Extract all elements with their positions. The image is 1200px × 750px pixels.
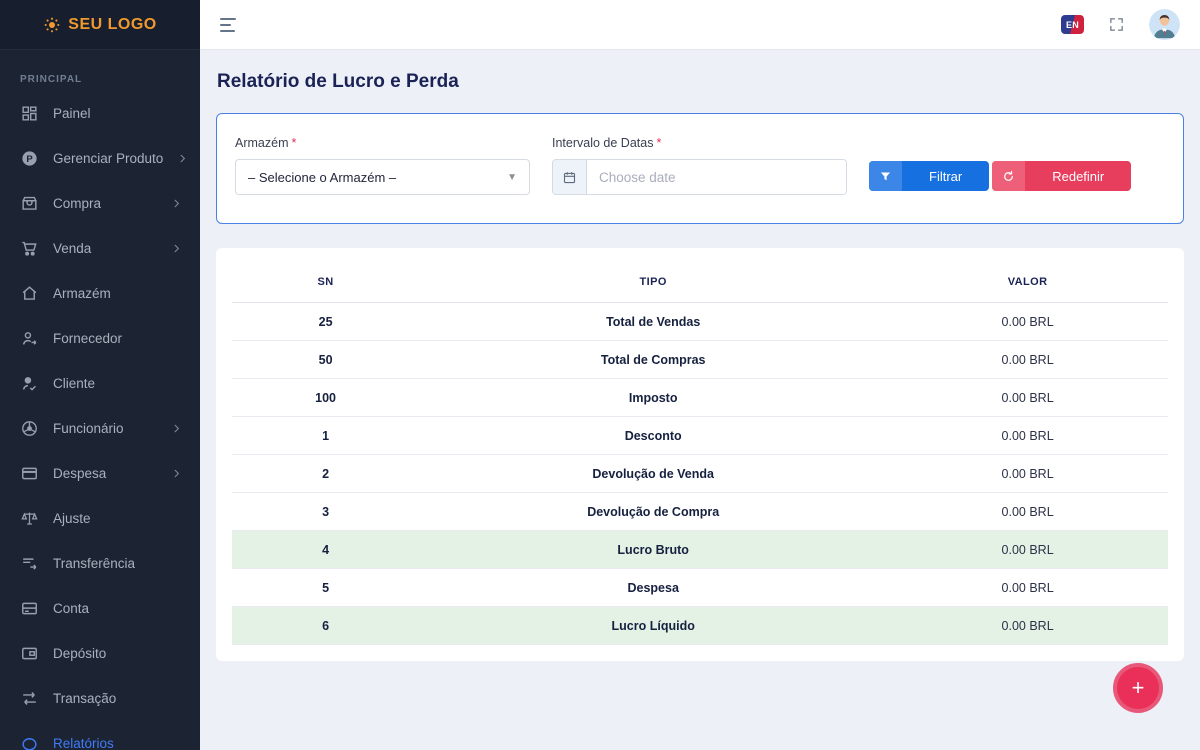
table-row: 25 Total de Vendas 0.00 BRL bbox=[232, 302, 1168, 341]
sidebar-item-deposito[interactable]: Depósito bbox=[0, 631, 200, 676]
filter-button[interactable]: Filtrar bbox=[869, 161, 990, 191]
table-row: 3 Devolução de Compra 0.00 BRL bbox=[232, 492, 1168, 531]
chevron-down-icon: ▼ bbox=[507, 171, 517, 183]
funnel-icon bbox=[869, 161, 902, 191]
chevron-right-icon bbox=[171, 198, 182, 209]
product-icon: P bbox=[20, 149, 39, 168]
page-title: Relatório de Lucro e Perda bbox=[217, 71, 459, 92]
table-header-row: SN TIPO VALOR bbox=[232, 264, 1168, 303]
required-marker: * bbox=[291, 136, 297, 150]
table-row: 50 Total de Compras 0.00 BRL bbox=[232, 340, 1168, 379]
warehouse-group: Armazém * – Selecione o Armazém – ▼ bbox=[235, 136, 530, 195]
filter-actions: Filtrar Redefinir bbox=[869, 161, 1132, 191]
logo[interactable]: SEU LOGO bbox=[0, 0, 200, 50]
dashboard-icon bbox=[20, 104, 39, 123]
required-marker: * bbox=[656, 136, 662, 150]
purchase-icon bbox=[20, 194, 39, 213]
chevron-right-icon bbox=[177, 153, 188, 164]
warehouse-select[interactable]: – Selecione o Armazém – ▼ bbox=[235, 159, 530, 195]
filter-panel: Armazém * – Selecione o Armazém – ▼ Inter… bbox=[216, 113, 1184, 224]
topbar-right: EN bbox=[1061, 9, 1180, 40]
report-icon bbox=[20, 734, 39, 750]
expense-icon bbox=[20, 464, 39, 483]
col-header-sn: SN bbox=[232, 264, 420, 303]
main-area: EN Relatório de Lucro e Perda Armazém * bbox=[200, 0, 1200, 750]
date-range-label: Intervalo de Datas * bbox=[552, 136, 662, 150]
sidebar-item-compra[interactable]: Compra bbox=[0, 181, 200, 226]
date-range-group: Intervalo de Datas * bbox=[552, 136, 847, 195]
warehouse-select-value: – Selecione o Armazém – bbox=[248, 169, 397, 185]
add-button[interactable]: + bbox=[1113, 663, 1163, 713]
svg-text:P: P bbox=[26, 154, 33, 165]
logo-sun-icon bbox=[43, 16, 61, 34]
transfer-icon bbox=[20, 554, 39, 573]
calendar-icon bbox=[553, 160, 587, 194]
date-range-picker[interactable] bbox=[552, 159, 847, 195]
table-row: 1 Desconto 0.00 BRL bbox=[232, 416, 1168, 455]
fullscreen-icon[interactable] bbox=[1108, 16, 1125, 33]
account-icon bbox=[20, 599, 39, 618]
col-header-valor: VALOR bbox=[887, 264, 1168, 303]
chevron-right-icon bbox=[171, 423, 182, 434]
table-row: 6 Lucro Líquido 0.00 BRL bbox=[232, 606, 1168, 645]
sidebar-item-ajuste[interactable]: Ajuste bbox=[0, 496, 200, 541]
topbar: EN bbox=[200, 0, 1200, 50]
page-content: Relatório de Lucro e Perda Armazém * – Se… bbox=[200, 50, 1200, 750]
language-badge[interactable]: EN bbox=[1061, 15, 1084, 34]
adjustment-icon bbox=[20, 509, 39, 528]
sidebar-item-funcionario[interactable]: Funcionário bbox=[0, 406, 200, 451]
warehouse-label: Armazém * bbox=[235, 136, 297, 150]
table-row: 100 Imposto 0.00 BRL bbox=[232, 378, 1168, 417]
supplier-icon bbox=[20, 329, 39, 348]
refresh-icon bbox=[992, 161, 1026, 191]
employee-icon bbox=[20, 419, 39, 438]
sidebar-item-gerenciar-produto[interactable]: P Gerenciar Produto bbox=[0, 136, 200, 181]
table-row: 2 Devolução de Venda 0.00 BRL bbox=[232, 454, 1168, 493]
sidebar: SEU LOGO PRINCIPAL Painel P Gerenciar Pr… bbox=[0, 0, 200, 750]
avatar[interactable] bbox=[1149, 9, 1180, 40]
transaction-icon bbox=[20, 689, 39, 708]
sidebar-item-transacao[interactable]: Transação bbox=[0, 676, 200, 721]
sidebar-menu: Painel P Gerenciar Produto Compra Venda … bbox=[0, 91, 200, 750]
chevron-right-icon bbox=[171, 243, 182, 254]
report-table: SN TIPO VALOR 25 Total de Vendas 0.00 BR… bbox=[232, 264, 1168, 645]
report-table-card: SN TIPO VALOR 25 Total de Vendas 0.00 BR… bbox=[216, 248, 1184, 661]
warehouse-icon bbox=[20, 284, 39, 303]
sidebar-item-armazem[interactable]: Armazém bbox=[0, 271, 200, 316]
sidebar-item-relatorios[interactable]: Relatórios bbox=[0, 721, 200, 750]
sidebar-item-painel[interactable]: Painel bbox=[0, 91, 200, 136]
customer-icon bbox=[20, 374, 39, 393]
col-header-tipo: TIPO bbox=[419, 264, 888, 303]
table-row: 5 Despesa 0.00 BRL bbox=[232, 568, 1168, 607]
menu-toggle-icon[interactable] bbox=[220, 17, 240, 32]
deposit-icon bbox=[20, 644, 39, 663]
date-range-input[interactable] bbox=[587, 160, 846, 194]
sidebar-item-despesa[interactable]: Despesa bbox=[0, 451, 200, 496]
table-body: 25 Total de Vendas 0.00 BRL 50 Total de … bbox=[232, 302, 1168, 645]
reset-button[interactable]: Redefinir bbox=[992, 161, 1132, 191]
logo-text: SEU LOGO bbox=[68, 15, 157, 33]
sidebar-item-fornecedor[interactable]: Fornecedor bbox=[0, 316, 200, 361]
sidebar-item-conta[interactable]: Conta bbox=[0, 586, 200, 631]
sidebar-item-venda[interactable]: Venda bbox=[0, 226, 200, 271]
sidebar-item-cliente[interactable]: Cliente bbox=[0, 361, 200, 406]
plus-icon: + bbox=[1131, 675, 1145, 700]
table-row: 4 Lucro Bruto 0.00 BRL bbox=[232, 530, 1168, 569]
cart-icon bbox=[20, 239, 39, 258]
chevron-right-icon bbox=[171, 468, 182, 479]
sidebar-item-transferencia[interactable]: Transferência bbox=[0, 541, 200, 586]
sidebar-section-label: PRINCIPAL bbox=[20, 74, 83, 85]
